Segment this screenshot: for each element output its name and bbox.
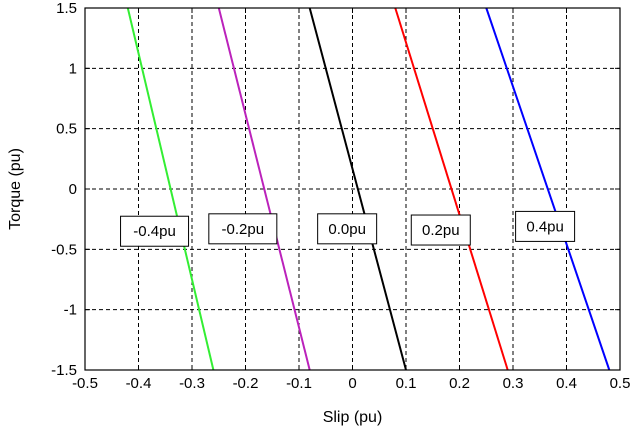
x-tick-label: -0.4 (126, 375, 152, 392)
annotation-label: 0.0pu (328, 221, 366, 238)
x-tick-label: 0 (348, 375, 356, 392)
y-tick-label: 1 (69, 60, 77, 77)
annotation-box (120, 215, 190, 247)
y-axis-label: Torque (pu) (7, 148, 24, 230)
x-tick-label: -0.3 (179, 375, 205, 392)
annotation-2: 0.0pu (317, 213, 378, 245)
annotation-box (208, 213, 278, 245)
x-tick-label: 0.1 (396, 375, 417, 392)
x-tick-label: -0.1 (286, 375, 312, 392)
annotations: -0.4pu -0.2pu 0.0pu 0.2pu 0.4pu (120, 210, 576, 247)
annotation-3: 0.2pu (410, 214, 471, 246)
x-tick-label: 0.3 (503, 375, 524, 392)
annotation-label: 0.2pu (422, 222, 460, 239)
series-line-1 (217, 7, 311, 371)
y-tick-label: -1 (64, 302, 77, 319)
y-tick-label: -0.5 (51, 241, 77, 258)
y-tick-label: -1.5 (51, 362, 77, 379)
annotation-4: 0.4pu (515, 210, 576, 242)
x-axis-label: Slip (pu) (323, 409, 383, 426)
annotation-box (410, 214, 471, 246)
y-tick-label: 0.5 (56, 121, 77, 138)
series-line-0 (126, 7, 215, 371)
grid (85, 8, 620, 370)
y-tick-label: 1.5 (56, 0, 77, 17)
annotation-0: -0.4pu (120, 215, 190, 247)
series-lines (126, 7, 611, 371)
annotation-box (515, 210, 576, 242)
annotation-1: -0.2pu (208, 213, 278, 245)
series-line-3 (394, 7, 509, 371)
annotation-label: -0.4pu (133, 223, 176, 240)
ticks: -0.5 -0.4 -0.3 -0.2 -0.1 0 0.1 0.2 0.3 0.4 0.5 1.5 1… (51, 0, 630, 392)
x-tick-label: -0.2 (233, 375, 259, 392)
x-tick-label: 0.2 (449, 375, 470, 392)
x-tick-label: -0.5 (72, 375, 98, 392)
annotation-label: -0.2pu (222, 221, 265, 238)
series-line-4 (485, 7, 611, 371)
series-line-2 (308, 7, 407, 371)
annotation-label: 0.4pu (526, 218, 564, 235)
x-tick-label: 0.5 (610, 375, 631, 392)
annotation-box (317, 213, 378, 245)
y-tick-label: 0 (69, 181, 77, 198)
x-tick-label: 0.4 (556, 375, 577, 392)
